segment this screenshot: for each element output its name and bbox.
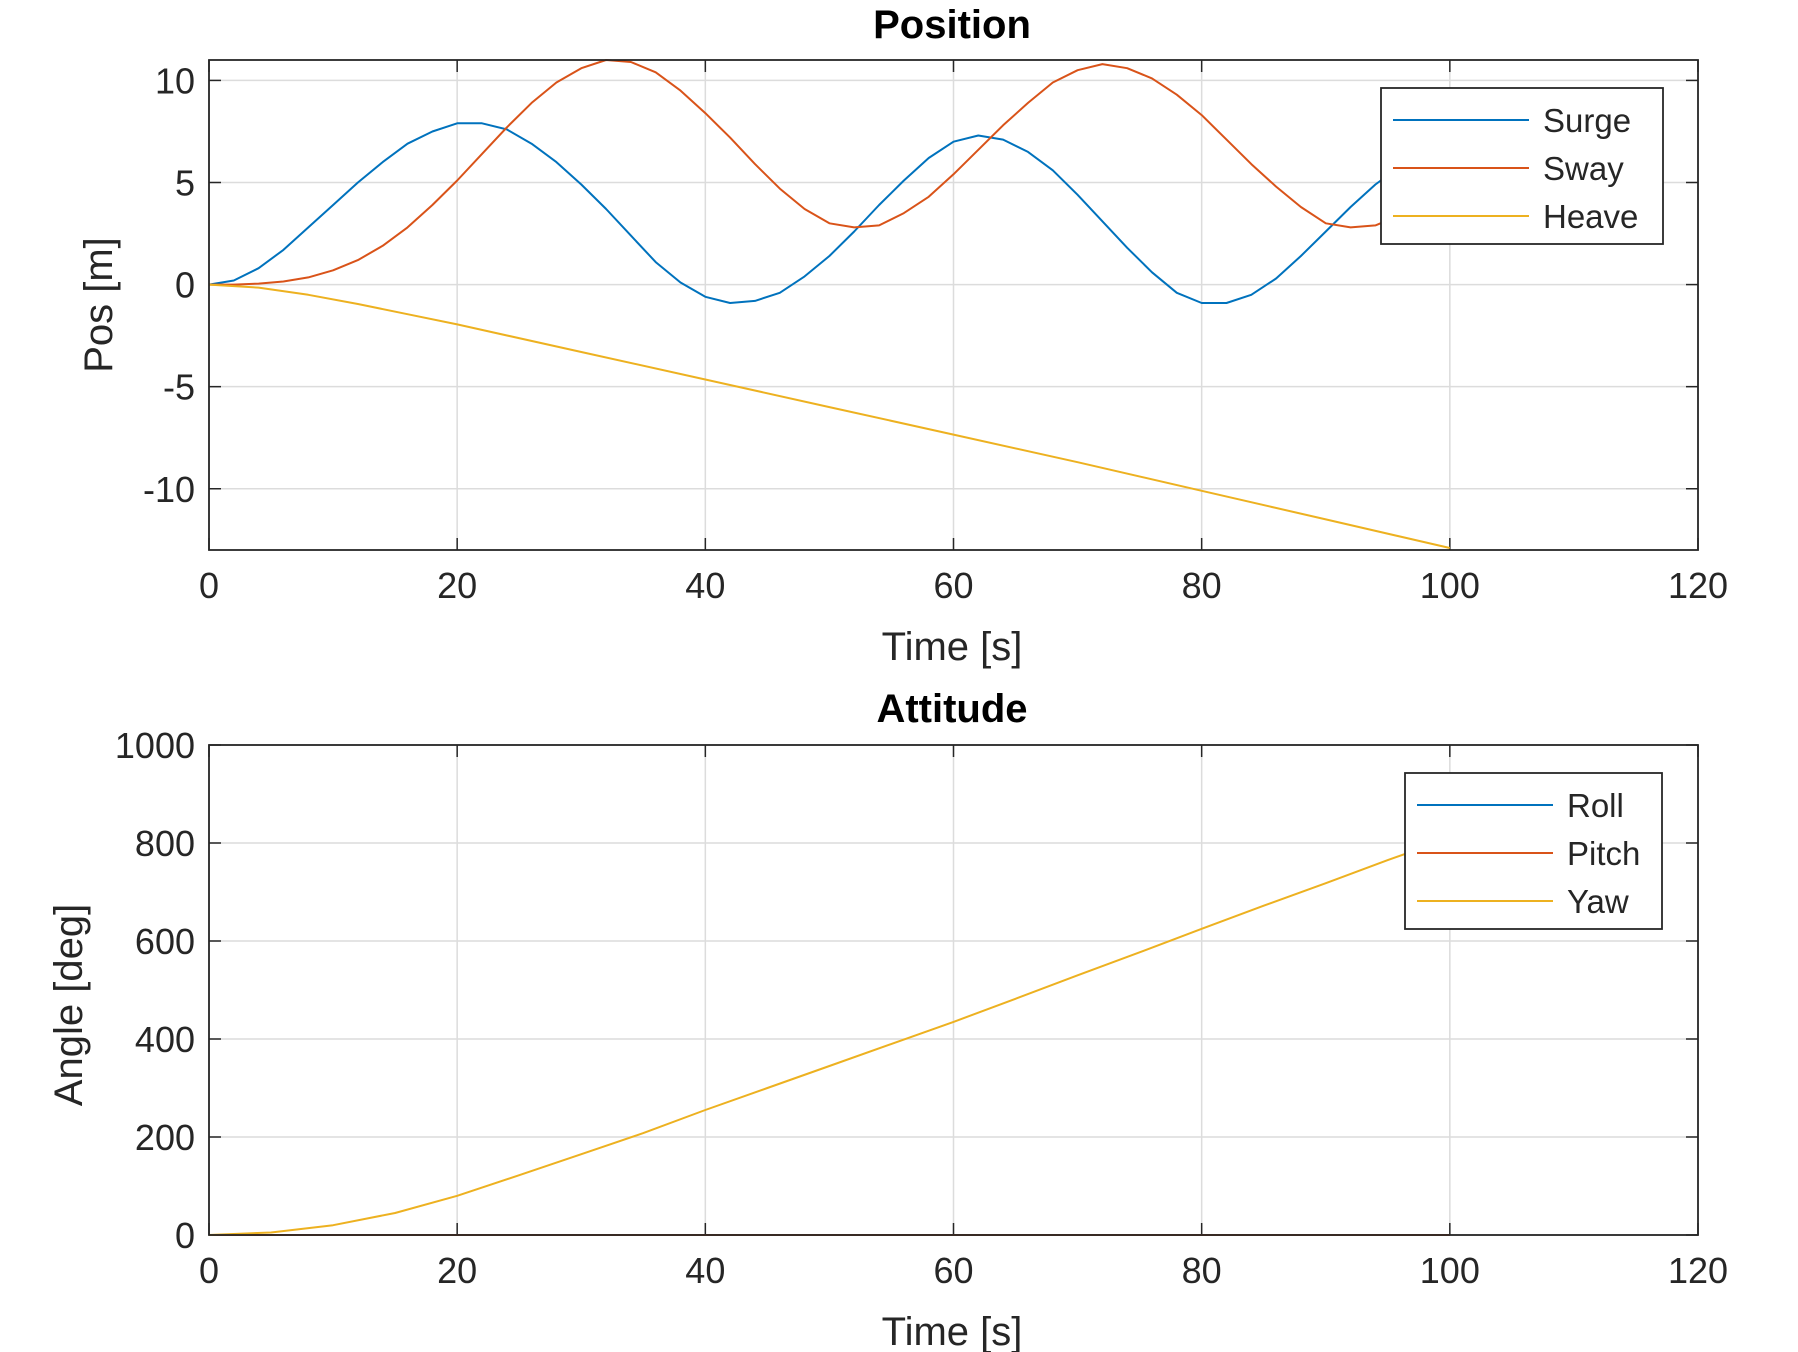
x-tick-label: 0 — [199, 1250, 219, 1291]
x-tick-label: 120 — [1668, 1250, 1728, 1291]
x-tick-label: 60 — [933, 1250, 973, 1291]
y-tick-label: 800 — [135, 823, 195, 864]
legend-label-surge: Surge — [1543, 102, 1631, 139]
y-tick-label: 1000 — [115, 725, 195, 766]
x-tick-label: 80 — [1182, 1250, 1222, 1291]
legend: Roll Pitch Yaw — [1404, 772, 1663, 930]
y-tick-label: 200 — [135, 1117, 195, 1158]
axis-ticks: 0 20 40 60 80 100 120 -10 -5 0 5 10 — [143, 60, 1728, 606]
x-tick-label: 80 — [1182, 565, 1222, 606]
series-line-surge — [208, 122, 1451, 304]
y-tick-label: 400 — [135, 1019, 195, 1060]
plot-frame — [208, 59, 1699, 551]
legend: Surge Sway Heave — [1380, 87, 1664, 245]
legend-label-sway: Sway — [1543, 150, 1624, 187]
legend-label-roll: Roll — [1567, 787, 1624, 824]
x-axis-label: Time [s] — [882, 1310, 1023, 1352]
legend-label-pitch: Pitch — [1567, 835, 1640, 872]
y-tick-label: 0 — [175, 1215, 195, 1256]
series-line-yaw — [208, 837, 1451, 1236]
legend-label-yaw: Yaw — [1567, 883, 1629, 920]
y-tick-label: 0 — [175, 265, 195, 306]
x-tick-label: 0 — [199, 565, 219, 606]
chart-title: Position — [873, 3, 1031, 47]
legend-label-heave: Heave — [1543, 198, 1638, 235]
legend-box — [1404, 772, 1663, 930]
x-tick-label: 20 — [437, 565, 477, 606]
x-tick-label: 100 — [1420, 1250, 1480, 1291]
x-axis-label: Time [s] — [882, 625, 1023, 669]
y-axis-label: Angle [deg] — [47, 904, 91, 1106]
x-tick-label: 20 — [437, 1250, 477, 1291]
y-tick-label: -5 — [163, 367, 195, 408]
chart-title: Attitude — [876, 687, 1027, 731]
x-tick-label: 100 — [1420, 565, 1480, 606]
y-tick-label: -10 — [143, 469, 195, 510]
plot-frame — [208, 744, 1699, 1236]
x-tick-label: 40 — [685, 1250, 725, 1291]
x-tick-label: 40 — [685, 565, 725, 606]
series-line-sway — [209, 59, 1451, 286]
y-tick-label: 600 — [135, 921, 195, 962]
attitude-chart: Attitude 0 20 40 60 80 100 120 0 200 400 600 800 100… — [47, 687, 1728, 1352]
series-line-heave — [208, 283, 1451, 549]
y-tick-label: 10 — [155, 60, 195, 101]
legend-box — [1380, 87, 1664, 245]
axis-ticks: 0 20 40 60 80 100 120 0 200 400 600 800 1000 — [115, 725, 1728, 1291]
x-tick-label: 60 — [933, 565, 973, 606]
y-tick-label: 5 — [175, 163, 195, 204]
y-axis-label: Pos [m] — [77, 237, 121, 373]
series-lines — [208, 59, 1451, 549]
x-tick-label: 120 — [1668, 565, 1728, 606]
